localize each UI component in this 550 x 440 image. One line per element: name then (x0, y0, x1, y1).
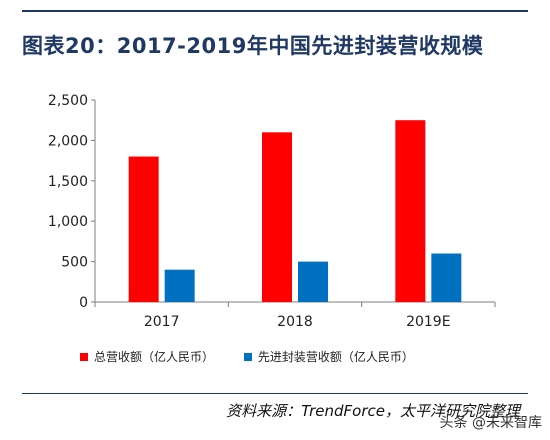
legend-swatch-total-revenue (80, 352, 88, 361)
y-tick-label: 1,000 (48, 214, 88, 230)
watermark: 头条 @未来智库 (439, 415, 542, 431)
bottom-rule (22, 393, 528, 394)
legend-item-advanced-packaging: 先进封装营收额（亿人民币） (243, 348, 414, 365)
legend-item-total-revenue: 总营收额（亿人民币） (80, 348, 214, 365)
legend-swatch-advanced-packaging (243, 352, 252, 361)
y-tick-label: 2,500 (48, 93, 88, 109)
bar-total-revenue-2017 (128, 156, 159, 302)
bar-chart: 0 500 1,000 1,500 2,000 2,500 2017 2018 2019E (48, 93, 496, 330)
bar-total-revenue-2019E (395, 120, 426, 302)
x-tick-label: 2018 (277, 314, 313, 330)
bar-advanced-packaging-2017 (164, 269, 195, 302)
legend-label-total-revenue: 总营收额（亿人民币） (94, 350, 215, 364)
bar-advanced-packaging-2019E (431, 253, 462, 302)
figure-title: 图表20：2017-2019年中国先进封装营收规模 (22, 34, 484, 58)
y-tick-label: 1,500 (48, 174, 88, 190)
y-tick-label: 500 (61, 255, 88, 271)
bar-advanced-packaging-2018 (298, 261, 328, 302)
top-rule (22, 10, 528, 12)
chart-legend: 总营收额（亿人民币） 先进封装营收额（亿人民币） (80, 348, 440, 365)
y-tick-label: 0 (79, 295, 88, 311)
y-tick-label: 2,000 (48, 133, 88, 149)
x-tick-label: 2017 (144, 314, 180, 330)
source-note: 资料来源：TrendForce，太平洋研究院整理 (226, 402, 520, 420)
x-tick-label: 2019E (406, 314, 450, 330)
legend-label-advanced-packaging: 先进封装营收额（亿人民币） (257, 350, 414, 364)
bar-total-revenue-2018 (262, 132, 292, 302)
